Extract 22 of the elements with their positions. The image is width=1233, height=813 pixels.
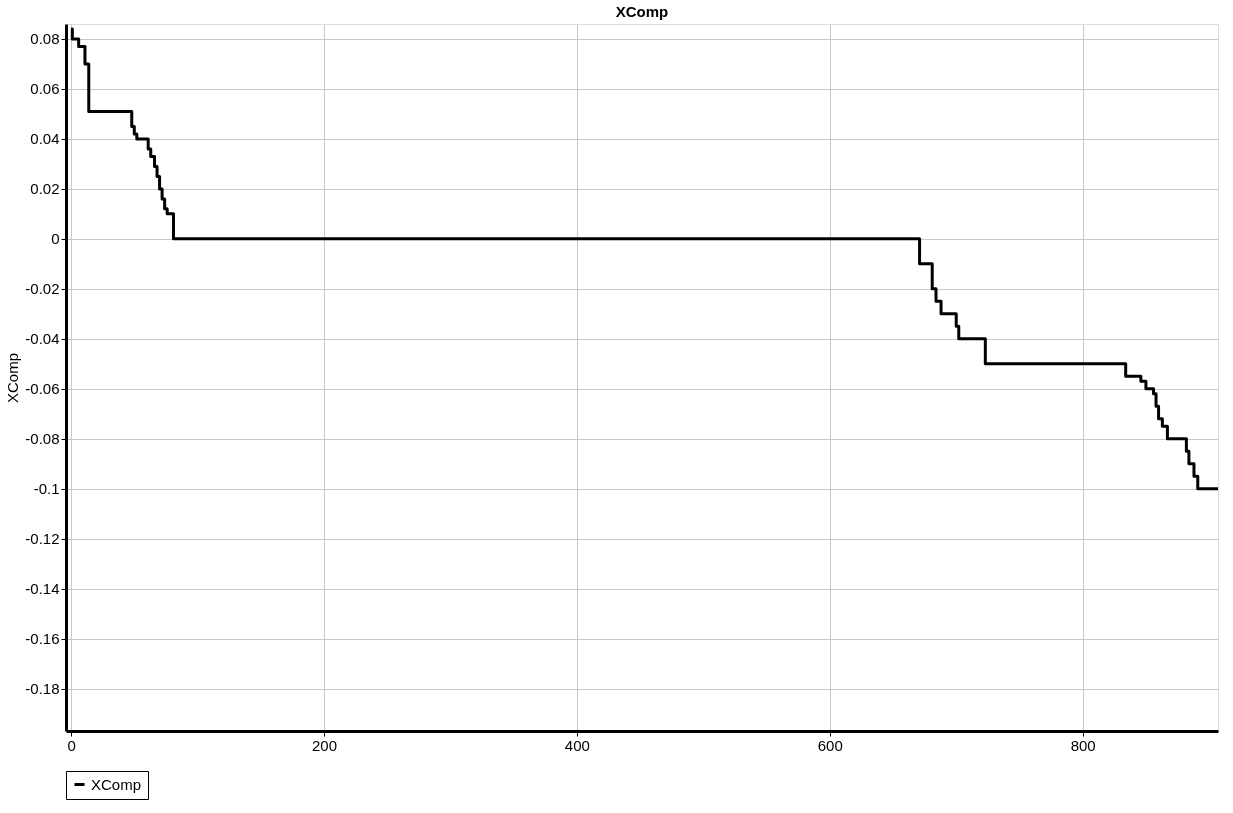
y-tick-label: -0.1 [33, 480, 60, 498]
y-tick-label: -0.02 [25, 280, 60, 298]
y-tick-label: -0.14 [25, 580, 60, 598]
x-tick-label: 0 [67, 736, 76, 754]
y-axis-title: XComp [4, 352, 22, 404]
y-tick-label: -0.08 [25, 430, 60, 448]
y-tick-label: -0.12 [25, 530, 60, 548]
y-tick-label: 0.06 [30, 80, 60, 98]
y-tick-label: 0.02 [30, 180, 60, 198]
y-tick-label: -0.18 [25, 680, 60, 698]
x-tick-label: 800 [1070, 736, 1096, 754]
x-tick-label: 200 [311, 736, 337, 754]
x-tick-label: 400 [564, 736, 590, 754]
legend-label: XComp [91, 775, 142, 793]
y-tick-label: 0.08 [30, 30, 60, 48]
chart-title: XComp [615, 3, 669, 20]
y-tick-label: 0.04 [30, 130, 60, 148]
y-tick-label: 0 [51, 230, 60, 248]
y-tick-label: -0.06 [25, 380, 60, 398]
x-tick-label: 600 [817, 736, 843, 754]
y-tick-label: -0.04 [25, 330, 60, 348]
y-tick-label: -0.16 [25, 630, 60, 648]
